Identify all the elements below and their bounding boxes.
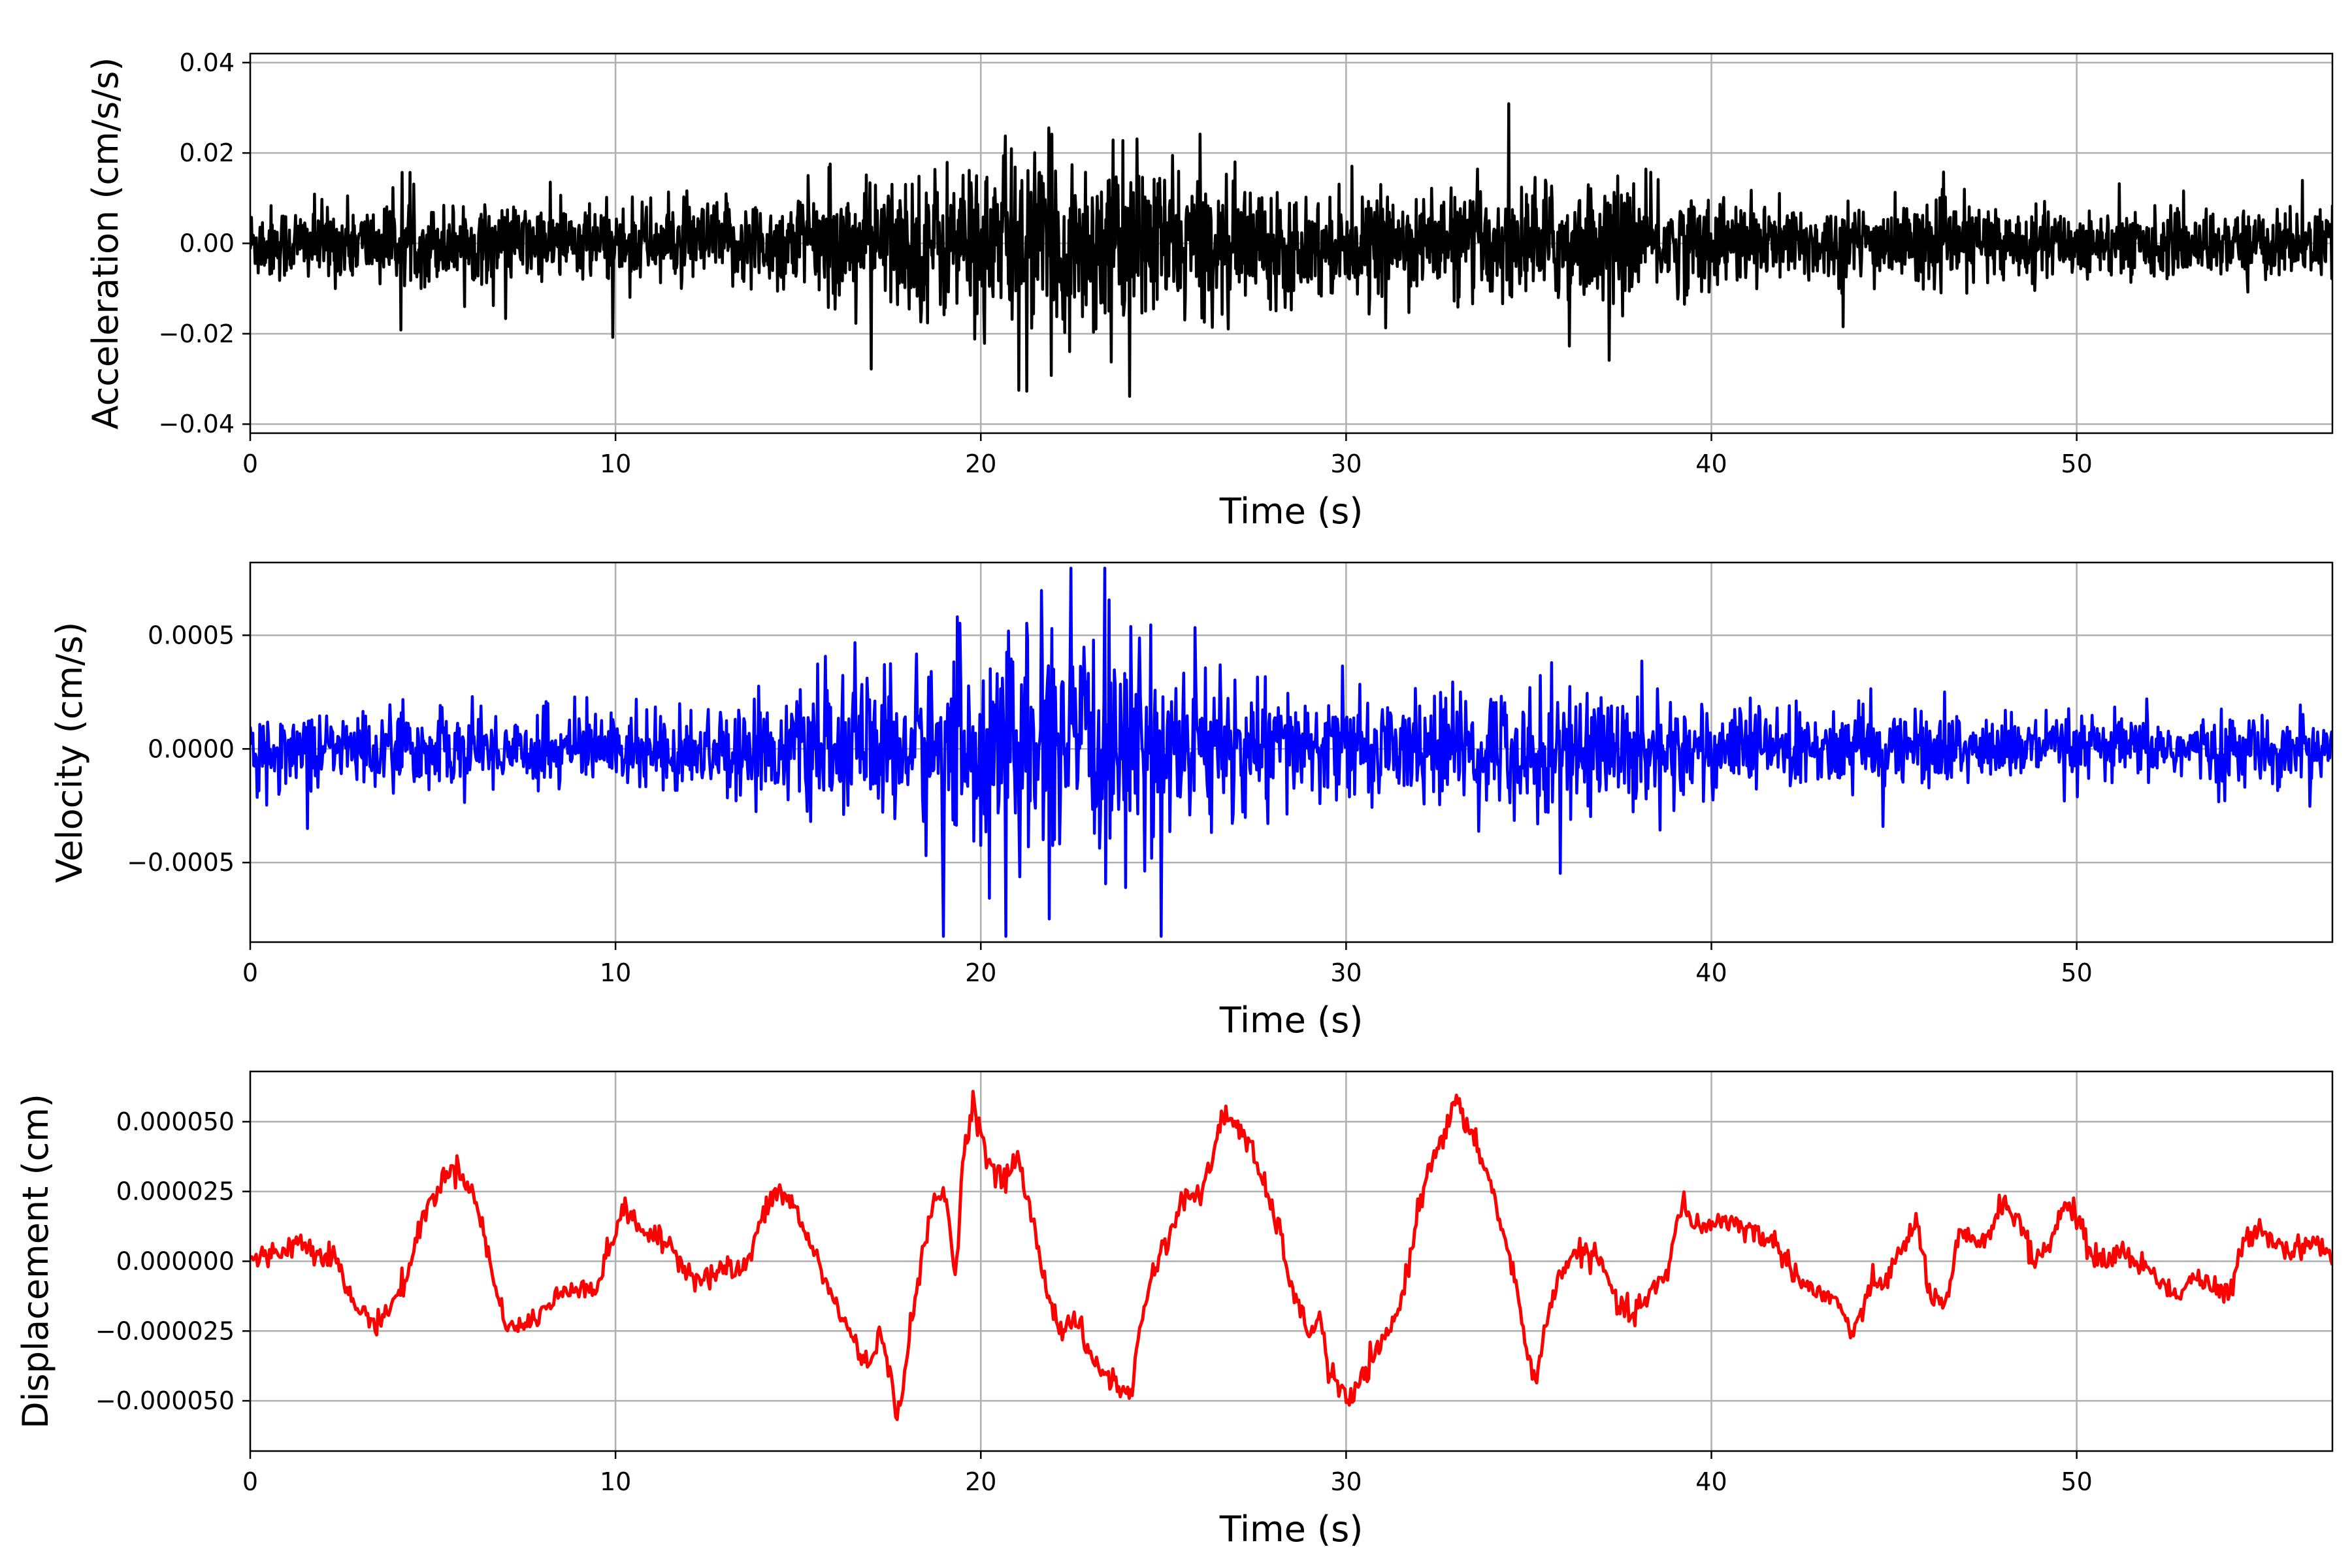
y-tick-label: 0.000050 (116, 1107, 235, 1136)
x-tick-label: 20 (965, 958, 996, 987)
x-axis-label: Time (s) (1219, 1509, 1364, 1550)
panel-2: 0 10 20 30 40 50 −0.0005 0.0000 0.0005 Time (s) Ve… (49, 561, 2334, 1041)
y-tick-label: 0.02 (179, 139, 235, 167)
y-tick-label: 0.000025 (116, 1177, 235, 1206)
x-tick-label: 10 (600, 1467, 631, 1496)
y-tick-label: 0.000000 (116, 1247, 235, 1276)
panel-1: 0 10 20 30 40 50 −0.04 −0.02 0.00 0.02 0.04 Time (s… (85, 48, 2334, 532)
y-tick-label: 0.04 (179, 48, 235, 77)
y-axis-label: Velocity (cm/s) (49, 622, 90, 883)
x-tick-label: 30 (1330, 958, 1362, 987)
y-tick-label: 0.0000 (148, 734, 235, 763)
x-tick-label: 20 (965, 1467, 996, 1496)
x-axis-label: Time (s) (1219, 491, 1364, 532)
x-tick-label: 0 (242, 958, 258, 987)
x-tick-label: 50 (2061, 1467, 2092, 1496)
y-tick-label: 0.0005 (148, 621, 235, 649)
y-tick-label: −0.000050 (95, 1386, 235, 1415)
x-tick-label: 30 (1330, 449, 1362, 478)
x-tick-label: 30 (1330, 1467, 1362, 1496)
x-tick-label: 40 (1695, 1467, 1727, 1496)
y-tick-label: 0.00 (179, 229, 235, 258)
y-tick-label: −0.000025 (95, 1316, 235, 1345)
x-tick-label: 0 (242, 449, 258, 478)
panel-3: 0 10 20 30 40 50 −0.000050 −0.000025 0.000000 0.0… (15, 1070, 2334, 1550)
series-line (250, 1090, 2332, 1422)
x-tick-label: 20 (965, 449, 996, 478)
y-tick-label: −0.02 (159, 319, 235, 348)
x-tick-label: 50 (2061, 958, 2092, 987)
y-axis-label: Acceleration (cm/s/s) (85, 57, 126, 430)
x-tick-label: 10 (600, 958, 631, 987)
x-tick-label: 10 (600, 449, 631, 478)
series-line (250, 566, 2332, 938)
y-tick-label: −0.0005 (127, 848, 235, 877)
x-tick-label: 40 (1695, 449, 1727, 478)
x-tick-label: 0 (242, 1467, 258, 1496)
x-tick-label: 40 (1695, 958, 1727, 987)
x-tick-label: 50 (2061, 449, 2092, 478)
axes-frame (249, 561, 2334, 943)
y-tick-label: −0.04 (159, 410, 235, 438)
y-axis-label: Displacement (cm) (15, 1094, 56, 1429)
x-axis-label: Time (s) (1219, 1000, 1364, 1041)
series-line (250, 102, 2332, 398)
